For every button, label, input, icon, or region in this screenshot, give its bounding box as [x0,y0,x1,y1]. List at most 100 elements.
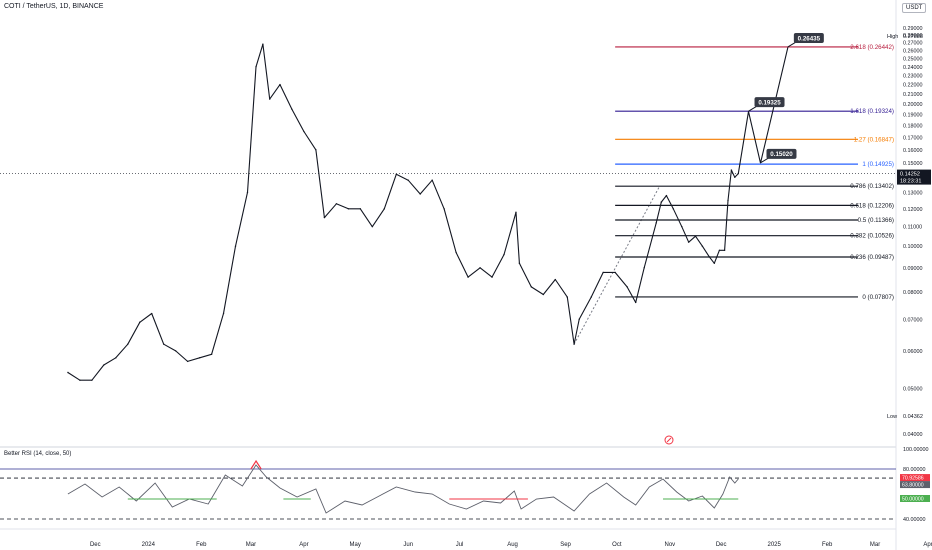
price-point [503,253,505,256]
fib-anchor-line[interactable] [573,185,661,345]
price-tick-label: 0.04000 [903,432,923,438]
rsi-value-label: 50.00000 [902,497,924,503]
price-tick-label: 0.21000 [903,92,923,98]
price-point [530,286,533,288]
price-point [672,208,674,210]
price-point [701,245,704,247]
symbol-title[interactable]: COTI / TetherUS, 1D, BINANCE [4,3,104,10]
price-point [665,194,668,197]
price-point [186,360,189,363]
rsi-indicator-title[interactable]: Better RSI (14, close, 50) [4,451,72,457]
price-point [67,371,69,374]
price-point [515,211,517,213]
price-point [279,83,281,86]
fib-level-label: 0.236 (0.09487) [850,254,894,261]
fib-level-label: 1 (0.14925) [862,161,894,168]
price-tick-label: 0.09000 [903,266,923,272]
price-point [234,245,237,247]
price-point [730,169,733,171]
price-point [660,201,663,203]
rsi-value-label: 70.92586 [902,476,924,482]
price-point [443,208,445,210]
price-tick-label: 0.20000 [903,102,923,108]
price-tick-label: 0.12000 [903,207,923,213]
price-tick-label: 0.17000 [903,135,923,141]
price-point [455,251,457,254]
price-point [255,66,257,68]
rsi-axis-label: 100.00000 [903,447,928,453]
time-tick-label: Oct [612,542,622,548]
price-point [139,321,141,323]
last-price-tag [897,169,931,185]
hilo-value: 0.27888 [903,34,923,40]
fib-extension[interactable]: 0 (0.07807) 0.236 (0.09487) 0.382 (0.10526… [615,44,894,301]
price-tick-label: 0.28000 [903,33,923,39]
time-tick-label: Mar [870,542,880,548]
price-tick-label: 0.15000 [903,161,923,167]
price-point [347,208,350,210]
price-point [573,343,575,345]
price-point [103,364,105,366]
price-tick-label: 0.27000 [903,41,923,47]
price-point [303,130,305,133]
time-axis[interactable]: Dec 2024 Feb Mar Apr May Jun Jul Aug Sep Oct Nov Dec… [90,542,932,548]
rsi-value-tag [900,474,930,482]
price-point [222,312,225,315]
price-tick-label: 0.06000 [903,349,923,355]
bar-countdown: 18:23:31 [900,179,921,185]
price-point [713,262,716,264]
price-point [262,43,264,45]
fib-level-label: 1.618 (0.19324) [850,108,894,115]
callout-box[interactable] [766,148,797,159]
price-tick-label: 0.24000 [903,65,923,71]
fib-level-label: 1.27 (0.16847) [854,136,894,143]
price-point [395,173,397,176]
price-point [626,286,628,288]
price-point [291,108,293,111]
rsi-overbought-spike [250,459,262,470]
price-point [419,193,421,195]
price-point [431,179,433,181]
price-point [578,318,580,321]
price-point [554,278,556,281]
price-tick-label: 0.11000 [903,225,922,231]
price-point [163,343,165,345]
time-tick-label: Dec [90,542,101,548]
price-point [210,353,213,356]
callout-box[interactable] [754,97,785,108]
price-point [734,176,736,178]
price-point [359,208,362,210]
price-point [723,249,726,252]
callout-label: 0.26435 [798,35,821,42]
time-tick-label: Sep [560,542,571,548]
callout-box[interactable] [793,32,824,43]
price-point [718,249,721,252]
alert-icon[interactable] [664,435,674,445]
hilo-label: High [887,34,898,40]
rsi-pane: 100.00000 80.00000 40.00000 70.9258663.8000… [0,447,930,523]
price-point [518,262,521,264]
price-tick-label: 0.05000 [903,386,923,392]
price-point [542,293,545,296]
rsi-line [67,464,739,514]
time-tick-label: Nov [665,542,676,548]
projection-path[interactable]: 0.19325 0.15020 0.26435 [737,32,824,174]
price-series [67,43,739,381]
price-point [115,357,117,359]
time-tick-label: Apr [923,542,932,548]
high-low-markers: High 0.27888 Low 0.04362 [887,34,923,420]
time-tick-label: 2024 [142,542,156,548]
price-point [655,222,657,224]
price-tick-label: 0.23000 [903,74,923,80]
price-point [323,216,326,219]
fib-trend-line[interactable] [573,185,661,345]
rsi-value-label: 63.80000 [902,483,924,489]
rsi-value-tag [900,481,930,489]
currency-badge[interactable]: USDT [902,3,927,13]
price-point [91,379,93,381]
time-tick-label: Mar [246,542,256,548]
price-point [79,379,81,381]
